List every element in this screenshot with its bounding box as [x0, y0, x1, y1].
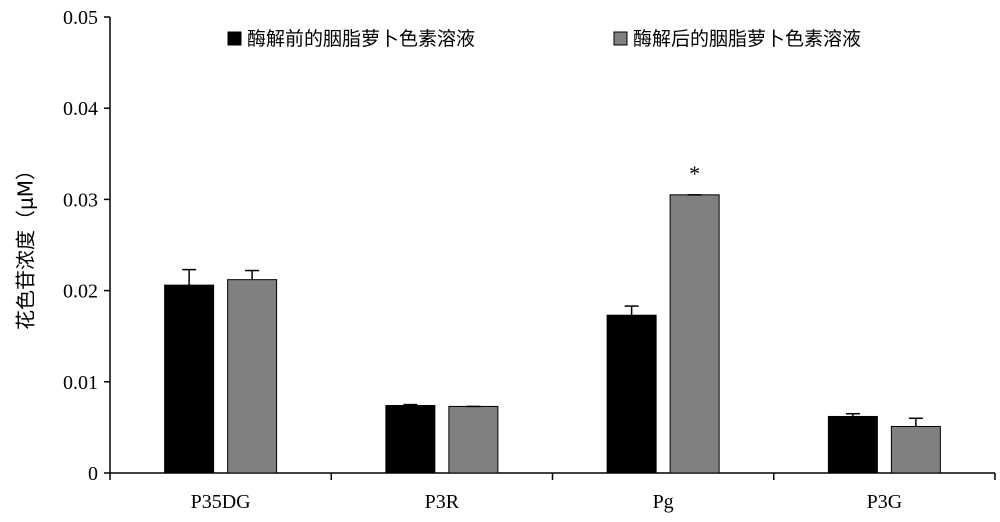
x-tick-label: P35DG — [191, 491, 251, 513]
y-axis-label: 花色苷浓度（μM） — [14, 160, 38, 330]
y-tick-label: 0 — [88, 463, 98, 485]
bar — [164, 284, 215, 474]
x-tick-label: P3R — [425, 491, 460, 513]
y-tick-label: 0.02 — [63, 281, 98, 303]
legend-label: 酶解前的胭脂萝卜色素溶液 — [247, 28, 475, 50]
bar — [385, 405, 436, 474]
bar — [448, 405, 499, 474]
legend-swatch — [613, 31, 628, 46]
significance-marker: * — [689, 161, 700, 186]
bar — [669, 194, 720, 474]
bars: * — [164, 161, 941, 474]
y-axis: 0 0.01 0.02 0.03 0.04 0.05 — [63, 7, 111, 485]
y-tick-label: 0.05 — [63, 7, 98, 29]
bar — [827, 415, 878, 474]
y-tick-label: 0.04 — [63, 98, 98, 120]
legend: 酶解前的胭脂萝卜色素溶液 酶解后的胭脂萝卜色素溶液 — [227, 28, 861, 50]
x-tick-label: P3G — [867, 491, 903, 513]
x-tick-label: Pg — [653, 491, 674, 513]
y-tick-label: 0.03 — [63, 189, 98, 211]
y-tick-label: 0.01 — [63, 372, 98, 394]
legend-label: 酶解后的胭脂萝卜色素溶液 — [633, 28, 861, 50]
x-axis: P35DG P3R Pg P3G — [109, 472, 996, 513]
bar — [227, 279, 278, 474]
bar — [606, 314, 657, 474]
legend-swatch — [227, 31, 242, 46]
bar — [890, 425, 941, 474]
